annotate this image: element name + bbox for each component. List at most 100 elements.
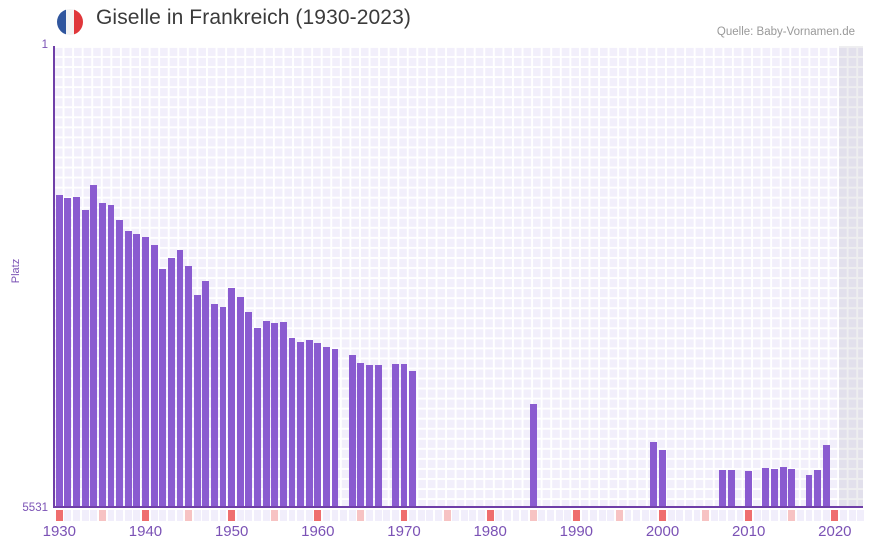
- x-tick-mark: [245, 510, 253, 521]
- x-tick-mark: [452, 510, 460, 521]
- x-tick-mark: [81, 510, 89, 521]
- x-tick-mark: [771, 510, 778, 521]
- x-tick-mark: [529, 510, 537, 521]
- bar: [400, 364, 408, 508]
- x-axis-tick-label: 1940: [128, 523, 163, 540]
- bar: [236, 296, 244, 508]
- bar: [409, 370, 417, 508]
- x-tick-mark: [762, 510, 770, 521]
- bar: [176, 249, 184, 508]
- x-tick-mark: [857, 510, 865, 521]
- bar: [107, 204, 115, 508]
- bar: [202, 280, 210, 508]
- flag-band-white: [65, 9, 75, 35]
- bar: [348, 355, 356, 508]
- x-tick-mark: [478, 510, 485, 521]
- bar: [779, 466, 787, 508]
- x-tick-mark: [848, 510, 856, 521]
- x-tick-mark: [348, 510, 356, 521]
- x-tick-mark: [331, 510, 339, 521]
- y-axis-label-top: 1: [41, 39, 48, 51]
- x-tick-mark: [736, 510, 744, 521]
- x-axis-tick-labels: 1930 1940 1950 1960 1970 1980 1990 2000 2010 2020: [0, 523, 873, 549]
- bar: [150, 244, 158, 508]
- x-tick-mark: [607, 510, 615, 521]
- x-tick-mark: [460, 510, 468, 521]
- y-axis-title: Platz: [10, 258, 22, 284]
- x-tick-mark: [357, 510, 365, 521]
- x-tick-mark: [633, 510, 641, 521]
- bar: [314, 343, 322, 508]
- x-tick-mark: [366, 510, 373, 521]
- bar: [322, 346, 330, 508]
- x-tick-mark: [133, 510, 141, 521]
- x-tick-mark: [753, 510, 761, 521]
- x-tick-mark: [650, 510, 658, 521]
- x-tick-mark: [814, 510, 822, 521]
- x-tick-mark: [150, 510, 158, 521]
- x-tick-mark: [564, 510, 572, 521]
- x-tick-mark: [262, 510, 270, 521]
- x-tick-mark: [228, 510, 236, 521]
- x-tick-mark: [590, 510, 597, 521]
- x-axis-tick-label: 2000: [645, 523, 680, 540]
- x-tick-mark: [64, 510, 72, 521]
- bar: [133, 233, 141, 508]
- x-axis-tick-label: 1970: [387, 523, 421, 540]
- x-tick-mark: [73, 510, 80, 521]
- bar: [305, 340, 313, 508]
- flag-band-red: [74, 9, 83, 35]
- bar: [788, 468, 796, 508]
- bar: [771, 468, 778, 508]
- x-tick-mark: [322, 510, 330, 521]
- x-axis-tick-label: 1950: [214, 523, 249, 540]
- x-tick-mark: [796, 510, 804, 521]
- x-tick-mark: [305, 510, 313, 521]
- plot-area: [53, 46, 863, 508]
- x-tick-mark: [805, 510, 813, 521]
- bar: [331, 349, 339, 508]
- x-tick-mark: [693, 510, 701, 521]
- source-attribution: Quelle: Baby-Vornamen.de: [716, 26, 855, 38]
- x-tick-mark: [822, 510, 830, 521]
- x-tick-mark: [383, 510, 391, 521]
- x-tick-mark: [426, 510, 434, 521]
- x-tick-mark: [779, 510, 787, 521]
- bar-series: [53, 46, 863, 508]
- x-tick-mark: [219, 510, 227, 521]
- bar: [116, 219, 124, 508]
- x-axis-tick-strip: [53, 510, 865, 521]
- x-tick-mark: [443, 510, 451, 521]
- x-axis-tick-label: 1960: [301, 523, 335, 540]
- x-tick-mark: [581, 510, 589, 521]
- bar: [219, 307, 227, 508]
- bar: [650, 441, 658, 508]
- x-tick-mark: [271, 510, 279, 521]
- bar: [357, 363, 365, 508]
- x-axis-tick-label: 1980: [473, 523, 507, 540]
- bar: [90, 185, 98, 508]
- x-tick-mark: [435, 510, 442, 521]
- chart-header: Giselle in Frankreich (1930-2023) Quelle…: [0, 0, 873, 44]
- x-tick-mark: [538, 510, 546, 521]
- x-tick-mark: [667, 510, 675, 521]
- bar: [805, 475, 813, 508]
- flag-band-blue: [57, 9, 66, 35]
- x-tick-mark: [55, 510, 63, 521]
- bar: [254, 328, 261, 508]
- x-tick-mark: [684, 510, 692, 521]
- x-tick-mark: [615, 510, 623, 521]
- x-tick-mark: [547, 510, 554, 521]
- x-tick-mark: [167, 510, 175, 521]
- x-tick-mark: [831, 510, 839, 521]
- x-tick-mark: [142, 510, 149, 521]
- bar: [745, 471, 753, 508]
- x-tick-mark: [254, 510, 261, 521]
- x-tick-mark: [641, 510, 649, 521]
- bar: [73, 197, 80, 508]
- bar: [727, 469, 735, 508]
- x-tick-mark: [374, 510, 382, 521]
- x-axis-tick-label: 1930: [42, 523, 76, 540]
- x-axis-tick-label: 2010: [731, 523, 766, 540]
